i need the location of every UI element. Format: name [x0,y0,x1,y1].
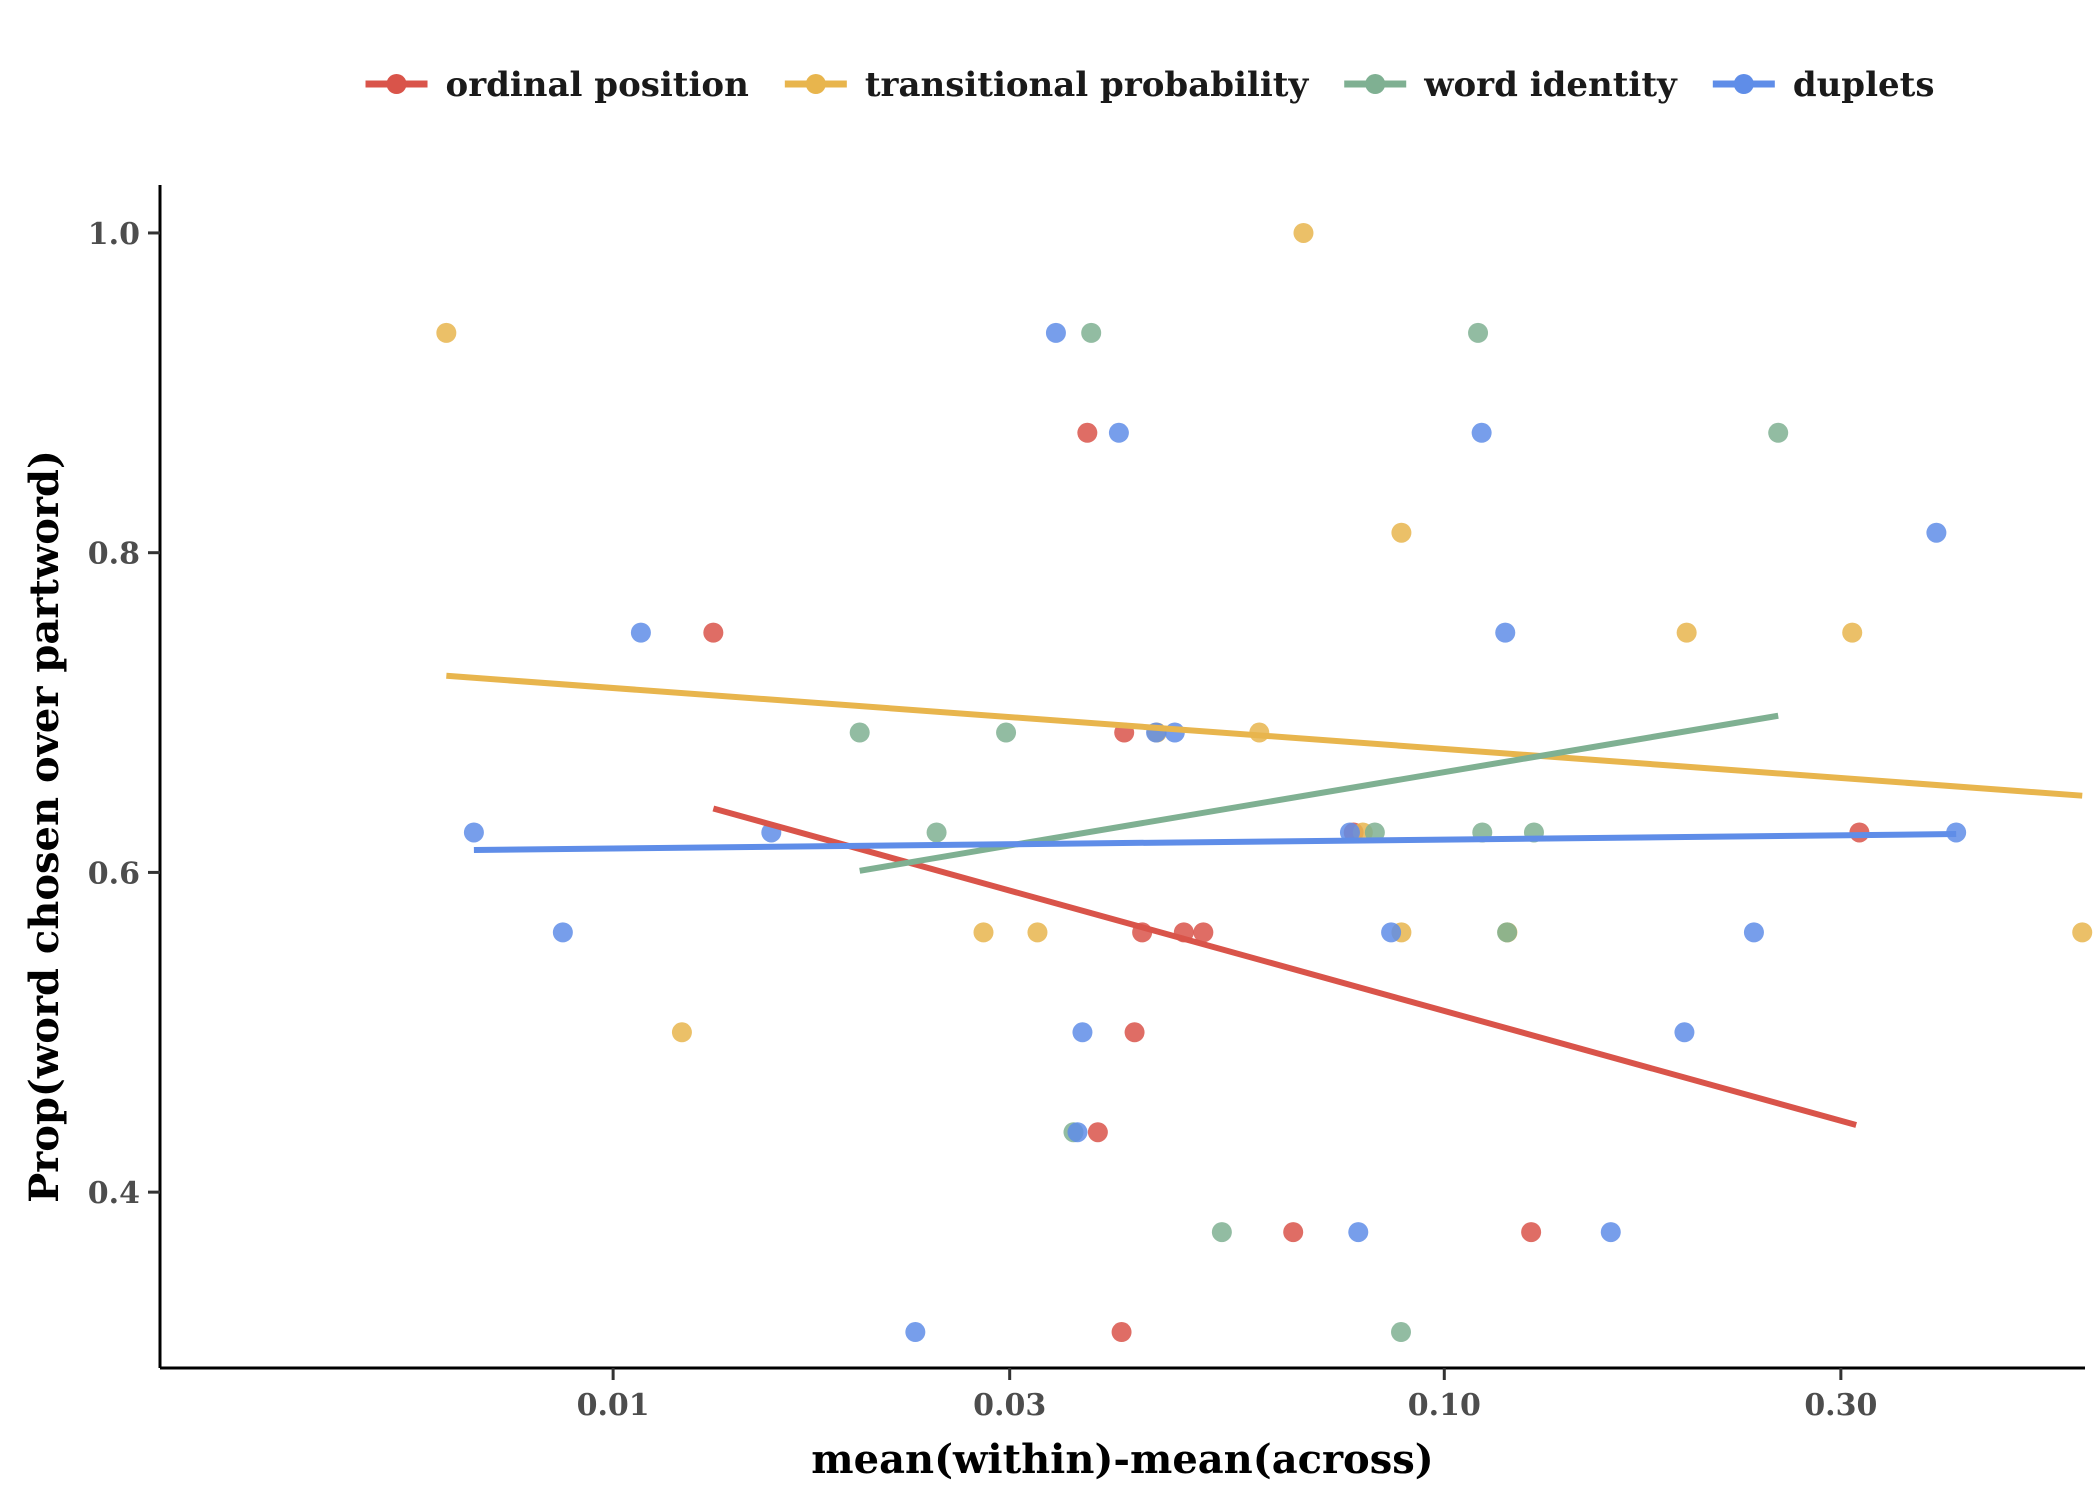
y-axis-title: Prop(word chosen over partword) [21,450,68,1203]
y-tick-label: 0.4 [88,1176,140,1211]
trend-line-1 [446,672,2083,799]
legend-label: transitional probability [865,65,1310,105]
data-point [1124,1022,1145,1043]
legend-key-dot [1365,74,1386,94]
data-point [1072,1022,1093,1043]
data-point [996,722,1017,743]
legend: ordinal position transitional probability… [365,65,1935,105]
x-axis-title: mean(within)-mean(across) [811,1436,1433,1483]
legend-item: ordinal position [365,65,749,105]
series-points-3 [463,322,1967,1343]
data-point [1111,1322,1132,1343]
data-point [1676,622,1697,643]
data-point [1348,1222,1369,1243]
data-point [1283,1222,1304,1243]
trendlines-layer [446,672,2083,1128]
data-point [1468,322,1489,343]
data-point [1842,622,1863,643]
data-point [671,1022,692,1043]
data-point [1027,922,1048,943]
data-point [1674,1022,1695,1043]
data-point [973,922,994,943]
data-point [552,922,573,943]
x-tick-label: 0.01 [577,1388,650,1423]
data-point [1946,822,1967,843]
y-tick-label: 0.6 [88,856,140,891]
x-tick-label: 0.30 [1804,1388,1877,1423]
data-point [1108,422,1129,443]
data-point [1391,1322,1412,1343]
data-point [1081,322,1102,343]
trend-line-0 [712,805,1857,1128]
y-axis-ticks: 0.4 0.6 0.8 1.0 [88,217,160,1211]
axes [158,185,2085,1370]
data-point [1497,922,1518,943]
data-point [463,822,484,843]
data-point [1211,1222,1232,1243]
series-points-0 [703,422,1870,1343]
data-point [1600,1222,1621,1243]
data-point [1077,422,1098,443]
data-point [1087,1122,1108,1143]
data-point [926,822,947,843]
data-point [703,622,724,643]
data-point [1495,622,1516,643]
data-point [1381,922,1402,943]
x-tick-label: 0.03 [973,1388,1046,1423]
series-points-2 [849,322,1789,1343]
legend-label: word identity [1423,65,1678,105]
legend-label: duplets [1793,65,1935,105]
y-tick-label: 1.0 [88,217,140,252]
legend-item: word identity [1344,65,1678,105]
data-point [1768,422,1789,443]
y-tick-label: 0.8 [88,537,140,572]
data-point [1067,1122,1088,1143]
data-point [905,1322,926,1343]
data-point [1521,1222,1542,1243]
points-layer [436,222,2093,1343]
data-point [1339,822,1360,843]
data-point [1193,922,1214,943]
x-tick-label: 0.10 [1408,1388,1481,1423]
data-point [436,322,457,343]
legend-item: transitional probability [784,65,1310,105]
data-point [630,622,651,643]
data-point [1293,222,1314,243]
data-point [1471,422,1492,443]
legend-key-dot [1733,74,1754,94]
data-point [849,722,870,743]
data-point [1743,922,1764,943]
series-points-1 [436,222,2093,1043]
x-axis-ticks: 0.01 0.03 0.10 0.30 [577,1368,1877,1423]
legend-key-dot [386,74,407,94]
data-point [1391,522,1412,543]
trend-line-3 [473,831,1957,854]
legend-key-dot [805,74,826,94]
data-point [1926,522,1947,543]
legend-label: ordinal position [446,65,749,105]
data-point [1045,322,1066,343]
legend-item: duplets [1712,65,1935,105]
data-point [2072,922,2093,943]
